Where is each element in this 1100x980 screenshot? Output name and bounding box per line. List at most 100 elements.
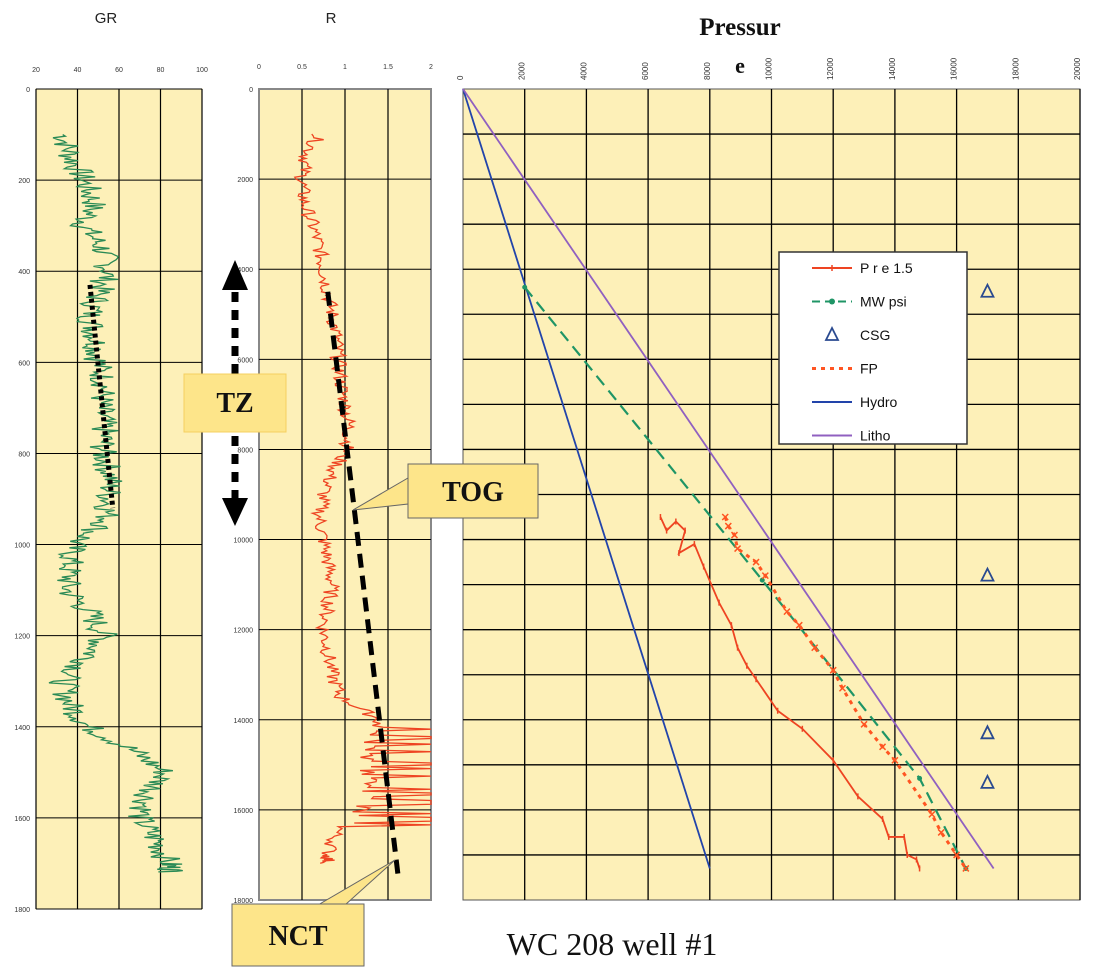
pressure-series [462, 88, 995, 872]
mw-point [759, 577, 765, 583]
r-y-tick: 18000 [234, 898, 254, 905]
csg-point [979, 282, 995, 298]
gr-y-ticks: 0 200 400 600 800 1000 1200 1400 1600 1800 [14, 87, 30, 914]
csg-point [979, 566, 995, 582]
r-title: R [326, 10, 337, 27]
fp-point [928, 810, 936, 818]
r-y-tick: 6000 [237, 357, 253, 364]
gr-y-tick: 1800 [14, 907, 30, 914]
gr-x-ticks: 20 40 60 80 100 [32, 67, 208, 74]
legend-item: CSG [824, 325, 890, 343]
gr-y-tick: 1600 [14, 816, 30, 823]
pressure-x-ticks: 0 2000 4000 6000 8000 10000 12000 14000 16000 180… [456, 57, 1082, 80]
gr-trend-line [87, 284, 116, 509]
pressure-x-tick: 14000 [888, 57, 897, 80]
gr-y-tick: 1400 [14, 725, 30, 732]
legend-item: Hydro [812, 394, 898, 410]
mw-line [523, 286, 967, 869]
legend-item: FP [812, 361, 878, 377]
pressure-x-tick: 18000 [1011, 57, 1020, 80]
pressure-x-tick: 4000 [579, 62, 588, 80]
fp-point [879, 743, 887, 751]
gr-curve [48, 134, 183, 873]
fp-point [721, 513, 729, 521]
legend-label: MW psi [860, 294, 907, 310]
legend-label: FP [860, 361, 878, 377]
gr-y-tick: 0 [26, 87, 30, 94]
gr-title: GR [95, 10, 118, 27]
r-x-ticks: 0 0.5 1 1.5 2 [257, 64, 433, 71]
tz-annotation: TZ [183, 373, 287, 433]
pressure-legend: P r e 1.5 MW psi CSG FP Hydro Litho [778, 251, 968, 445]
r-y-tick: 0 [249, 87, 253, 94]
pressure-x-tick: 0 [456, 75, 465, 80]
r-y-tick: 16000 [234, 808, 254, 815]
pressure-x-tick: 2000 [518, 62, 527, 80]
fp-point [937, 828, 945, 836]
gr-y-tick: 1000 [14, 543, 30, 550]
gr-x-tick: 80 [157, 67, 165, 74]
r-series [293, 133, 432, 864]
fp-point [724, 522, 732, 530]
r-y-tick: 10000 [234, 538, 254, 545]
legend-item: MW psi [812, 294, 907, 310]
r-y-tick: 8000 [237, 447, 253, 454]
legend-label: Litho [860, 428, 891, 444]
figure-caption: WC 208 well #1 [507, 926, 718, 962]
pressure-x-tick: 8000 [703, 62, 712, 80]
gr-y-tick: 1200 [14, 634, 30, 641]
legend-label: Hydro [860, 394, 898, 410]
r-y-tick: 14000 [234, 718, 254, 725]
fp-point [838, 684, 846, 692]
legend-marker [824, 325, 840, 341]
fp-point [962, 864, 970, 872]
csg-point [979, 724, 995, 740]
r-trend-line [325, 291, 401, 878]
gr-x-tick: 100 [196, 67, 208, 74]
gr-y-tick: 600 [18, 360, 30, 367]
pressure-x-tick: 6000 [641, 62, 650, 80]
r-y-tick: 2000 [237, 177, 253, 184]
csg-point [979, 773, 995, 789]
pressure-x-tick: 16000 [950, 57, 959, 80]
gr-trend [87, 284, 116, 509]
gr-x-tick: 20 [32, 67, 40, 74]
gr-x-tick: 40 [74, 67, 82, 74]
legend-item: Litho [812, 428, 891, 444]
svg-text:TOG: TOG [442, 477, 504, 508]
r-y-ticks: 0 2000 4000 6000 8000 10000 12000 14000 16000 180… [234, 87, 254, 905]
fp-point [734, 545, 742, 553]
gr-y-tick: 400 [18, 269, 30, 276]
hydro-line [462, 88, 711, 869]
litho-line [462, 88, 995, 869]
mw-point [522, 284, 528, 290]
nct-annotation: NCT [231, 859, 396, 967]
pressure-x-tick: 10000 [765, 57, 774, 80]
gr-series [48, 134, 183, 873]
fp-point [761, 572, 769, 580]
gr-y-tick: 800 [18, 451, 30, 458]
fp-point [953, 851, 961, 859]
r-trend [325, 291, 401, 878]
r-y-tick: 4000 [237, 267, 253, 274]
fp-point [752, 558, 760, 566]
r-x-tick: 1 [343, 64, 347, 71]
r-x-tick: 0 [257, 64, 261, 71]
pressure-x-tick: 20000 [1073, 57, 1082, 80]
fp-point [730, 531, 739, 539]
r-x-tick: 0.5 [297, 64, 307, 71]
gr-x-tick: 60 [115, 67, 123, 74]
fp-point [795, 621, 803, 629]
mw-point [917, 775, 923, 781]
tog-annotation: TOG [352, 463, 539, 519]
pressure-grid [463, 89, 1081, 900]
gr-y-tick: 200 [18, 178, 30, 185]
fp-point [891, 756, 899, 764]
svg-text:NCT: NCT [268, 921, 327, 952]
fp-point [811, 644, 819, 652]
fp-point [829, 666, 837, 674]
fp-line [723, 516, 968, 870]
r-x-tick: 2 [429, 64, 433, 71]
r-curve [293, 133, 432, 864]
pressure-title-part1: Pressur [699, 14, 780, 41]
